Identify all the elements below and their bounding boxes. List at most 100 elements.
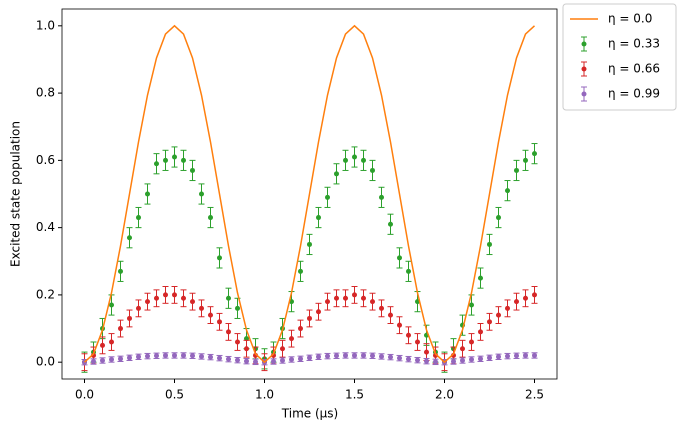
data-point (487, 355, 492, 361)
data-point (334, 353, 339, 359)
data-point (154, 295, 159, 301)
data-point (199, 191, 204, 197)
data-point (127, 235, 132, 241)
data-point (136, 305, 141, 311)
data-point (487, 319, 492, 325)
error-point (531, 143, 538, 165)
data-point (226, 329, 231, 335)
data-point (523, 295, 528, 301)
y-tick-label: 1.0 (36, 18, 55, 32)
data-point (190, 167, 195, 173)
data-point (451, 359, 456, 365)
data-point (280, 358, 285, 363)
y-tick-label: 0.2 (36, 287, 55, 301)
error-point (162, 286, 169, 304)
error-point (504, 299, 511, 318)
data-point (118, 268, 123, 274)
error-point (153, 289, 160, 308)
error-point (135, 299, 142, 318)
error-point (450, 358, 457, 365)
data-point (352, 352, 357, 358)
data-point (298, 326, 303, 332)
series-line (83, 24, 536, 364)
error-point (486, 233, 493, 256)
data-point (505, 305, 510, 311)
error-point (117, 260, 124, 282)
data-point (145, 299, 150, 305)
error-point (351, 352, 358, 359)
error-point (216, 354, 223, 362)
error-point (513, 159, 520, 182)
error-point (180, 352, 187, 359)
error-point (108, 294, 115, 316)
error-point (207, 206, 214, 229)
error-point (225, 287, 232, 309)
error-point (189, 292, 196, 311)
data-point (505, 188, 510, 194)
data-point (163, 352, 168, 358)
error-point (297, 355, 304, 363)
data-point (127, 355, 132, 361)
legend-marker (581, 66, 587, 72)
data-point (118, 356, 123, 362)
data-point (172, 154, 177, 160)
error-point (144, 352, 151, 360)
data-point (316, 309, 321, 315)
data-point (469, 339, 474, 345)
error-point (153, 352, 160, 359)
error-point (414, 333, 421, 351)
y-tick-label: 0.8 (36, 86, 55, 100)
y-tick-label: 0.6 (36, 153, 55, 167)
data-point (514, 353, 519, 359)
data-point (217, 255, 222, 261)
error-point (486, 354, 493, 361)
error-point (243, 357, 250, 365)
data-point (172, 352, 177, 358)
error-point (297, 319, 304, 338)
error-point (288, 329, 295, 348)
data-point (100, 358, 105, 363)
x-axis-label: Time (μs) (281, 407, 338, 421)
error-point (279, 357, 286, 364)
error-point (234, 356, 241, 364)
data-point (406, 332, 411, 338)
data-point (244, 358, 249, 364)
error-point (495, 206, 502, 229)
data-point (307, 241, 312, 247)
error-point (405, 326, 412, 345)
data-point (298, 356, 303, 362)
data-point (379, 194, 384, 200)
error-point (243, 339, 250, 358)
x-tick-label: 1.0 (255, 388, 274, 402)
data-point (181, 352, 186, 358)
x-tick-label: 1.5 (345, 388, 364, 402)
legend-label: η = 0.0 (608, 12, 652, 26)
data-point (514, 299, 519, 305)
data-point (388, 354, 393, 360)
error-point (216, 247, 223, 269)
data-point (118, 326, 123, 332)
data-point (181, 295, 186, 301)
error-point (315, 206, 322, 229)
x-tick-label: 0.5 (165, 388, 184, 402)
error-point (369, 352, 376, 359)
error-point (90, 358, 97, 365)
error-point (396, 354, 403, 362)
error-point (477, 355, 484, 363)
error-point (495, 353, 502, 360)
data-point (370, 167, 375, 173)
error-point (270, 358, 277, 365)
error-point (153, 153, 160, 175)
error-point (144, 183, 151, 205)
error-point (144, 292, 151, 311)
data-point (460, 346, 465, 352)
error-point (180, 289, 187, 308)
error-point (333, 163, 340, 185)
data-point (334, 295, 339, 301)
error-point (369, 159, 376, 182)
data-point (145, 191, 150, 197)
data-point (91, 359, 96, 365)
data-point (307, 355, 312, 361)
error-point (225, 355, 232, 363)
data-point (289, 336, 294, 342)
